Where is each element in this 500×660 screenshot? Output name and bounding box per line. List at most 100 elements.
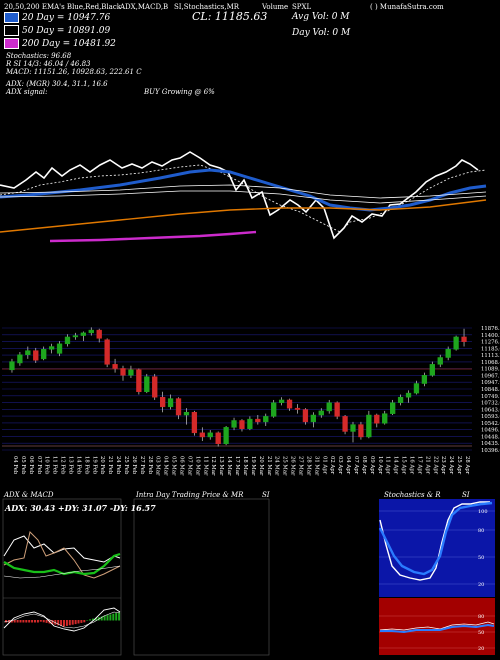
date-tick-label: 10 Feb [44, 456, 50, 475]
rsi-tick-label: 80 [478, 614, 484, 620]
candle-body [215, 432, 221, 445]
date-tick-label: 10 Apr [377, 456, 383, 475]
candle-body [326, 402, 332, 412]
date-tick-label: 02 Apr [329, 456, 335, 475]
price-tick-label: 11185.63 [481, 346, 500, 352]
macd-line [3, 607, 121, 632]
date-tick-label: 05 Feb [20, 456, 26, 475]
date-tick-label: 21 Feb [107, 456, 113, 475]
macd-histogram-bar [10, 620, 13, 623]
date-tick-label: 25 Apr [456, 456, 462, 475]
header-symbol: SPXL [292, 3, 312, 11]
macd-histogram-bar [112, 613, 115, 621]
candle-body [112, 364, 118, 369]
day-volume: Day Vol: 0 M [292, 28, 351, 38]
candle-body [144, 376, 150, 392]
legend-swatch-ema50 [4, 25, 19, 36]
stoch-tick-label: 80 [478, 528, 484, 534]
rsi-line [380, 623, 495, 634]
macd-histogram-bar [39, 620, 42, 622]
date-tick-label: 25 Feb [123, 456, 129, 475]
date-tick-label: 23 Apr [440, 456, 446, 475]
date-tick-label: 06 Feb [28, 456, 34, 475]
date-tick-label: 01 Apr [321, 456, 327, 475]
candle-body [334, 402, 340, 417]
macd-histogram-bar [60, 620, 63, 626]
candle-body [72, 335, 79, 338]
date-tick-label: 16 Apr [409, 456, 415, 475]
candle-body [56, 343, 63, 354]
candle-body [239, 420, 245, 429]
price-tick-label: 11400.27 [481, 333, 500, 339]
close-price: CL: 11185.63 [192, 10, 268, 23]
date-tick-label: 12 Feb [60, 456, 66, 475]
date-tick-label: 12 Mar [210, 456, 216, 476]
rsi-readout: R SI 14/3: 46.04 / 46.83 [6, 60, 91, 68]
date-tick-label: 31 Mar [313, 456, 319, 476]
stoch-tick-label: 50 [478, 555, 484, 561]
candle-body [25, 350, 31, 356]
price-tick-label: 10542.61 [481, 421, 500, 427]
panel-intraday-title: Intra Day Trading Price & MR [136, 491, 244, 499]
candle-body [413, 383, 420, 394]
macd-histogram-bar [74, 620, 77, 625]
date-tick-label: 14 Feb [75, 456, 81, 475]
date-tick-label: 07 Mar [186, 456, 192, 476]
candle-body [350, 424, 356, 432]
legend-ema200-text: 200 Day = 10481.92 [22, 39, 116, 49]
candle-body [461, 336, 467, 342]
macd-histogram-bar [106, 615, 109, 621]
overview-orange-line [0, 199, 487, 233]
candle-body [207, 432, 213, 438]
candle-body [17, 354, 23, 364]
price-tick-label: 11876.52 [481, 326, 500, 332]
date-tick-label: 28 Mar [305, 456, 311, 476]
candle-body [120, 368, 126, 376]
candle-body [366, 414, 372, 438]
overview-ema20-line [0, 168, 487, 212]
candle-body [41, 349, 47, 360]
macd-histogram-bar [16, 620, 19, 623]
date-tick-label: 17 Mar [234, 456, 240, 476]
date-tick-label: 20 Feb [99, 456, 105, 475]
price-tick-label: 11089.51 [481, 367, 500, 373]
macd-histogram-bar [118, 612, 121, 621]
candle-body [405, 392, 412, 398]
candle-body [152, 376, 158, 398]
date-tick-label: 13 Feb [67, 456, 73, 475]
date-tick-label: 18 Feb [83, 456, 89, 475]
candle-body [429, 364, 435, 376]
date-tick-label: 17 Apr [416, 456, 422, 475]
date-tick-label: 11 Mar [202, 456, 208, 476]
date-tick-label: 20 Mar [258, 456, 264, 476]
date-tick-label: 14 Apr [393, 456, 399, 475]
legend-ema20: 20 Day = 10947.76 [4, 12, 110, 23]
macd-histogram-bar [42, 620, 45, 623]
stochastics-readout: Stochastics: 96.68 [6, 52, 72, 60]
header-ema-title: 20,50,200 EMA's Blue,Red,Black [4, 3, 122, 11]
macd-histogram-bar [92, 618, 94, 621]
date-tick-label: 09 Apr [369, 456, 375, 475]
macd-histogram-bar [109, 614, 112, 621]
macd-histogram-bar [80, 620, 83, 623]
candle-body [88, 329, 94, 334]
date-tick-label: 04 Apr [345, 456, 351, 475]
avg-volume: Avg Vol: 0 M [292, 12, 350, 22]
candle-body [286, 399, 293, 409]
macd-histogram-bar [36, 620, 39, 623]
candle-body [9, 361, 15, 371]
price-tick-label: 10848.86 [481, 387, 500, 393]
legend-ema50: 50 Day = 10891.09 [4, 25, 110, 36]
legend-ema200: 200 Day = 10481.92 [4, 38, 116, 49]
date-tick-label: 10 Mar [194, 456, 200, 476]
candle-body [199, 432, 205, 438]
intraday-panel-frame [133, 498, 270, 656]
price-tick-label: 10496.19 [481, 428, 500, 434]
overview-ema50b-line [0, 190, 487, 204]
date-tick-label: 13 Mar [218, 456, 224, 476]
date-tick-label: 25 Mar [282, 456, 288, 476]
candle-body [358, 424, 364, 438]
stoch-tick-label: 20 [478, 582, 484, 588]
stoch-panel-bg [379, 499, 495, 597]
